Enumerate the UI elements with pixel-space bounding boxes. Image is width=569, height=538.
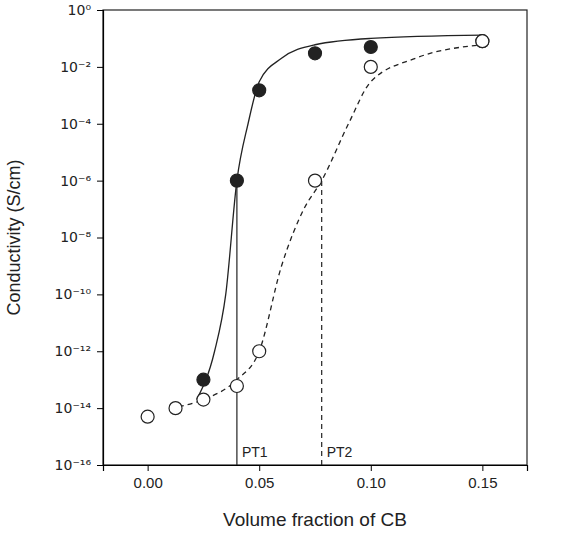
y-axis-line <box>97 11 104 466</box>
y-tick-mark <box>97 351 103 352</box>
x-tick-mark <box>259 465 260 471</box>
y-tick-mark <box>97 67 103 68</box>
annotation-line <box>236 181 237 465</box>
y-tick-mark <box>97 181 103 182</box>
x-tick: 0.15 <box>468 465 497 491</box>
y-tick-label: 10⁻¹² <box>55 343 91 359</box>
filled-point <box>230 174 243 187</box>
annotation-label: PT2 <box>327 444 353 460</box>
fit-line <box>197 35 483 399</box>
open-point <box>169 402 182 415</box>
y-tick-label: 10⁻⁶ <box>60 173 91 189</box>
y-tick-mark <box>97 124 103 125</box>
open-point <box>364 60 377 73</box>
x-axis-title: Volume fraction of CB <box>223 509 407 530</box>
x-tick: 0.10 <box>357 465 386 491</box>
y-tick-label: 10⁻⁸ <box>60 229 91 245</box>
plot: 0.00 0.05 0.10 0.15 10⁻¹⁶ 10⁻¹⁴ 10⁻¹² 10⁻¹⁰ 10⁻⁸… <box>55 2 528 491</box>
x-tick-mark <box>371 465 372 471</box>
x-axis-line <box>104 466 528 472</box>
y-axis: 10⁻¹⁶ 10⁻¹⁴ 10⁻¹² 10⁻¹⁰ 10⁻⁸ 10⁻⁶ 10⁻⁴ 10⁻² 10⁰ <box>55 2 104 473</box>
y-tick-mark <box>97 10 103 11</box>
annotation-label: PT1 <box>242 444 268 460</box>
y-tick-label: 10⁻⁴ <box>60 116 91 132</box>
x-tick-label: 0.10 <box>357 474 386 491</box>
y-tick-label: 10⁰ <box>68 2 92 18</box>
annotation-line <box>321 181 322 465</box>
open-point <box>476 35 489 48</box>
fit-line <box>170 45 482 408</box>
y-tick: 10⁻¹⁴ <box>55 400 103 416</box>
filled-point <box>364 40 377 53</box>
chart: 0.00 0.05 0.10 0.15 10⁻¹⁶ 10⁻¹⁴ 10⁻¹² 10⁻¹⁰ 10⁻⁸… <box>0 0 569 538</box>
open-point <box>141 410 154 423</box>
y-tick: 10⁻⁶ <box>60 173 103 189</box>
y-tick: 10⁻⁸ <box>60 229 103 245</box>
y-tick: 10⁻¹⁰ <box>55 286 103 302</box>
x-tick-label: 0.05 <box>245 474 274 491</box>
filled-point <box>476 35 489 48</box>
filled-point <box>253 84 266 97</box>
marks <box>141 35 489 465</box>
y-tick-mark <box>97 408 103 409</box>
y-tick: 10⁻² <box>60 59 103 75</box>
y-tick: 10⁻¹² <box>55 343 103 359</box>
y-tick-label: 10⁻² <box>60 59 91 75</box>
x-tick-label: 0.15 <box>468 474 497 491</box>
y-axis-title: Conductivity (S/cm) <box>4 159 24 315</box>
filled-point <box>197 373 210 386</box>
y-tick-label: 10⁻¹⁶ <box>55 457 92 473</box>
y-tick-mark <box>97 238 103 239</box>
open-point <box>197 393 210 406</box>
x-tick-label: 0.00 <box>134 474 163 491</box>
y-tick: 10⁻⁴ <box>60 116 103 132</box>
y-tick: 10⁻¹⁶ <box>55 457 103 473</box>
x-tick: 0.00 <box>134 465 163 491</box>
x-tick-mark <box>482 465 483 471</box>
filled-point <box>309 47 322 60</box>
open-point <box>309 174 322 187</box>
open-point <box>253 345 266 358</box>
y-tick-mark <box>97 465 103 466</box>
x-tick: 0.05 <box>245 465 274 491</box>
y-tick-mark <box>97 294 103 295</box>
y-tick-label: 10⁻¹⁰ <box>55 286 92 302</box>
open-point <box>230 379 243 392</box>
plot-frame <box>103 10 527 465</box>
y-tick: 10⁰ <box>68 2 103 18</box>
y-tick-label: 10⁻¹⁴ <box>55 400 92 416</box>
x-axis: 0.00 0.05 0.10 0.15 <box>104 465 528 491</box>
x-tick-mark <box>148 465 149 471</box>
